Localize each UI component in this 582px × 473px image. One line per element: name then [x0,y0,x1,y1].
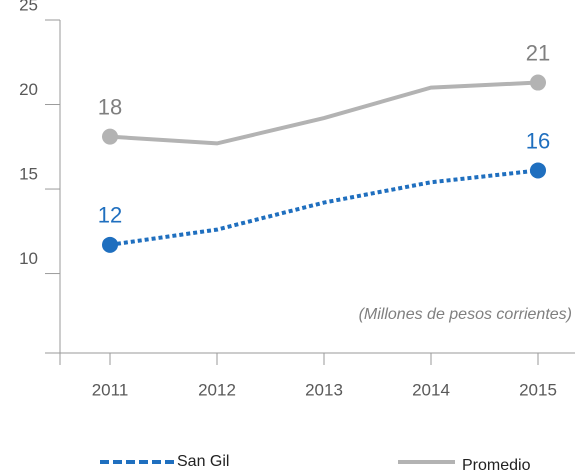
x-tick-label: 2014 [412,380,450,399]
legend-label: San Gil [177,453,229,470]
x-tick-label: 2012 [198,380,236,399]
series-line [109,80,539,146]
point [102,128,118,145]
data-label: 16 [526,128,550,153]
annotation: (Millones de pesos corrientes) [359,306,572,323]
x-tick-label: 2015 [519,380,557,399]
x-tick-label: 2013 [305,380,343,399]
y-tick-label: 25 [19,0,38,14]
series-line [109,168,539,247]
point [102,236,118,253]
data-label: 18 [98,94,122,119]
point [530,162,546,179]
data-label: 12 [98,203,122,228]
y-tick-label: 10 [19,249,38,268]
legend-label: Promedio [462,457,531,473]
data-label: 21 [526,40,550,65]
point [530,74,546,91]
y-tick-label: 20 [19,80,38,99]
y-tick-label: 15 [19,165,38,184]
x-tick-label: 2011 [92,380,129,399]
